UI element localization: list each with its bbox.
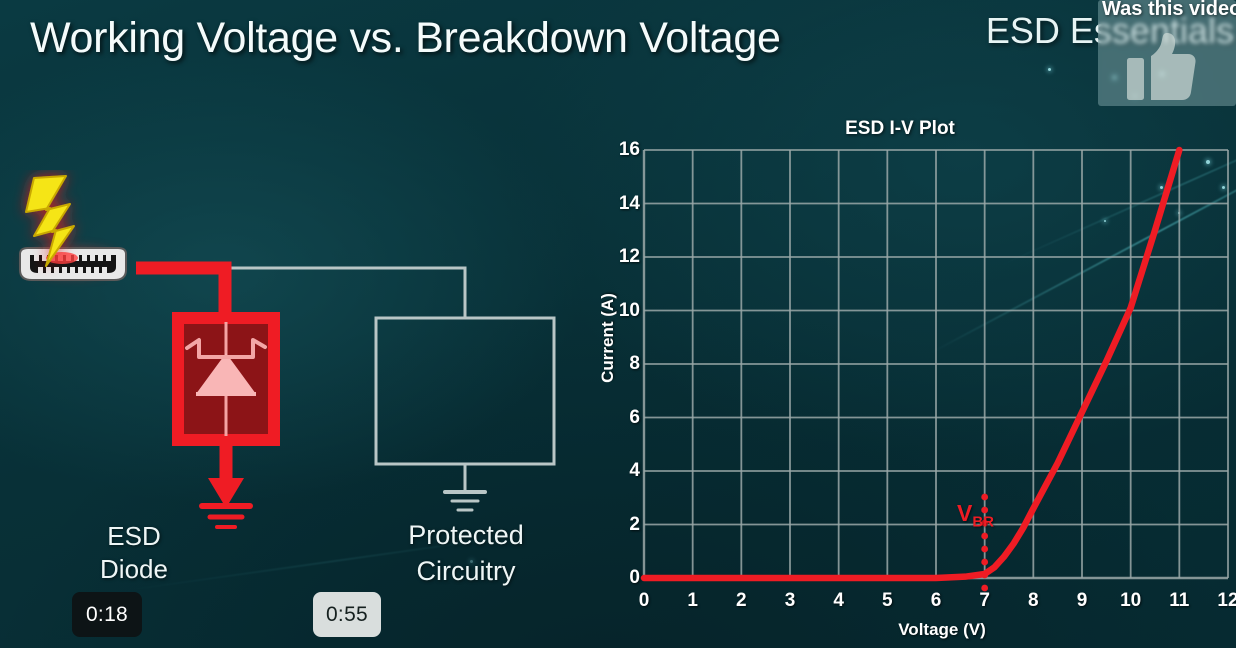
x-tick-label: 7 [979, 590, 990, 611]
hdmi-connector-icon [19, 247, 127, 281]
vbr-main-label: V [957, 500, 973, 526]
chart-title: ESD I-V Plot [845, 118, 955, 139]
circuit-schematic-svg [19, 175, 556, 529]
x-tick-label: 6 [930, 590, 942, 611]
esd-diode-label: ESD Diode [88, 520, 180, 585]
plot-area [640, 146, 1229, 592]
surge-wire-top [136, 261, 232, 318]
x-tick-label: 4 [833, 590, 844, 611]
y-tick-label: 6 [629, 406, 640, 428]
tvs-zener-diode-icon [185, 322, 267, 436]
x-tick-label: 2 [736, 590, 747, 611]
esd-diode-label-line2: Diode [100, 553, 168, 584]
current-time-badge[interactable]: 0:18 [72, 592, 142, 637]
y-tick-label: 14 [618, 192, 640, 214]
decorative-spark [1206, 160, 1210, 164]
y-tick-label: 0 [629, 567, 640, 588]
protected-circuitry-line2: Circuitry [416, 555, 516, 586]
ground-symbol-icon [443, 490, 487, 512]
x-tick-label: 0 [638, 590, 650, 611]
x-tick-label: 12 [1217, 590, 1236, 611]
feedback-question-text: Was this video [1102, 0, 1236, 20]
chart-x-axis-label: Voltage (V) [898, 620, 986, 639]
protected-circuitry-line1: Protected [408, 520, 524, 550]
esd-diode-label-line1: ESD [107, 521, 161, 551]
decorative-spark [470, 560, 473, 563]
y-tick-label: 4 [629, 460, 640, 481]
circuit-diagram: ESD Diode Protected Circuitry [0, 170, 580, 586]
x-tick-label: 8 [1028, 590, 1039, 611]
thumbs-up-icon[interactable] [1125, 32, 1197, 102]
x-tick-label: 11 [1169, 590, 1190, 611]
x-tick-label: 3 [784, 590, 796, 611]
decorative-spark [1048, 68, 1051, 71]
y-tick-label: 2 [629, 513, 640, 535]
surge-arrow-icon [208, 478, 244, 508]
total-time-badge[interactable]: 0:55 [313, 592, 381, 637]
breakdown-voltage-marker [981, 493, 989, 592]
decorative-spark [1222, 186, 1225, 189]
breakdown-voltage-annotation: VBR [957, 500, 994, 531]
y-axis-ticks: 0 2 4 6 8 10 12 14 16 [580, 108, 640, 648]
page-title: Working Voltage vs. Breakdown Voltage [30, 14, 781, 62]
x-axis-ticks: 0 1 2 3 4 5 6 7 8 9 10 11 12 [580, 108, 1236, 648]
y-tick-label: 8 [629, 353, 640, 374]
lightning-bolt-icon [25, 175, 75, 267]
y-tick-label: 16 [618, 139, 640, 160]
decorative-spark [1104, 220, 1106, 222]
vbr-sub-label: BR [972, 513, 995, 531]
chart-series-line [640, 146, 1183, 582]
ground-symbol-icon [199, 503, 253, 529]
y-tick-label: 12 [618, 246, 640, 267]
x-tick-label: 1 [687, 590, 698, 611]
protected-circuitry-label: Protected Circuitry [380, 518, 552, 589]
decorative-spark [1160, 186, 1163, 189]
x-tick-label: 9 [1076, 590, 1088, 611]
y-tick-label: 10 [618, 299, 640, 321]
signal-wire [148, 266, 467, 318]
x-tick-label: 5 [882, 590, 893, 611]
x-tick-label: 10 [1120, 590, 1142, 611]
protected-circuitry-box [374, 316, 556, 466]
